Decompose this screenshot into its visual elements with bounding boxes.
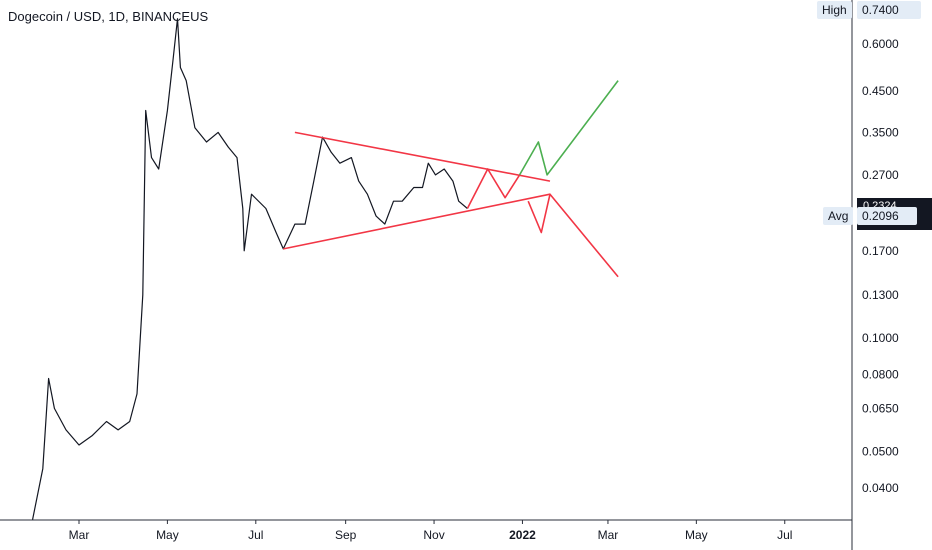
annotation-line-1 (283, 193, 551, 250)
x-tick-label: Jul (248, 528, 263, 542)
x-tick-label: 2022 (509, 528, 536, 542)
y-tick-label: 0.4500 (862, 84, 899, 98)
high-label: High (817, 1, 852, 19)
chart-title: Dogecoin / USD, 1D, BINANCEUS (8, 9, 209, 24)
avg-value: 0.2096 (857, 207, 917, 225)
x-tick-label: May (156, 528, 179, 542)
y-tick-label: 0.1700 (862, 244, 899, 258)
x-tick-label: Sep (335, 528, 357, 542)
annotation-line-2 (294, 131, 551, 182)
y-tick-label: 0.1300 (862, 288, 899, 302)
y-tick-label: 0.1000 (862, 331, 899, 345)
y-tick-label: 0.3500 (862, 125, 899, 139)
high-value: 0.7400 (857, 1, 921, 19)
price-line (32, 18, 468, 520)
y-tick-label: 0.2700 (862, 168, 899, 182)
y-tick-label: 0.0400 (862, 481, 899, 495)
x-tick-label: Mar (69, 528, 90, 542)
y-tick-label: 0.6000 (862, 37, 899, 51)
y-tick-label: 0.0650 (862, 401, 899, 415)
y-tick-label: 0.0500 (862, 444, 899, 458)
y-tick-label: 0.0800 (862, 367, 899, 381)
annotation-line-4 (518, 80, 619, 176)
avg-label: Avg (823, 207, 854, 225)
x-tick-label: Nov (423, 528, 444, 542)
x-tick-label: Jul (777, 528, 792, 542)
x-tick-label: May (685, 528, 708, 542)
last-price: 0.2324 (863, 200, 897, 212)
x-tick-label: Mar (598, 528, 619, 542)
annotation-line-5 (527, 193, 619, 278)
annotation-line-3 (466, 168, 521, 209)
